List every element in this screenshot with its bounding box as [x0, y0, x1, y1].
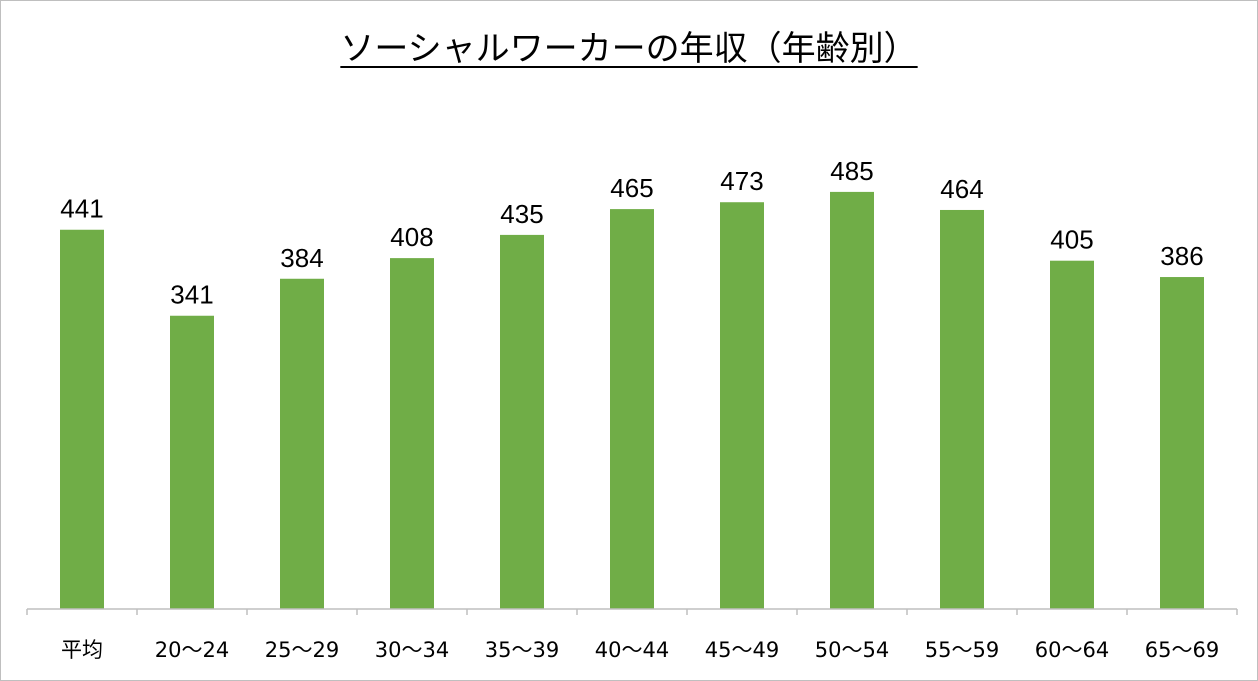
x-tick-label: 20〜24 [155, 638, 229, 662]
x-tick-label: 60〜64 [1035, 638, 1109, 662]
bars-group [60, 191, 1204, 610]
bar [390, 258, 434, 609]
x-axis [26, 608, 1238, 615]
x-tick-label: 50〜54 [815, 638, 889, 662]
x-tick-label: 35〜39 [485, 638, 559, 662]
data-label: 341 [170, 280, 213, 310]
bar [830, 191, 874, 609]
category-labels-group: 平均 20〜24 25〜29 30〜34 35〜39 40〜44 45〜49 50〜54 55〜… [61, 638, 1219, 662]
x-tick-label: 55〜59 [925, 638, 999, 662]
x-tick-label: 65〜69 [1145, 638, 1219, 662]
data-label: 473 [720, 166, 763, 196]
value-labels-group: 441 341 384 408 435 465 473 485 464 405 386 [60, 156, 1203, 310]
data-label: 405 [1050, 225, 1093, 255]
bar [940, 209, 984, 609]
chart-title-text: ソーシャルワーカーの年収（年齢別） [340, 29, 918, 69]
bar [1160, 277, 1204, 609]
data-label: 441 [60, 194, 103, 224]
bar [610, 209, 654, 609]
x-tick-label: 40〜44 [595, 638, 669, 662]
bar [170, 315, 214, 609]
data-label: 386 [1160, 241, 1203, 271]
chart-title: ソーシャルワーカーの年収（年齢別） [1, 21, 1257, 70]
bar [280, 278, 324, 609]
bar [60, 229, 104, 610]
x-tick-label: 45〜49 [705, 638, 779, 662]
data-label: 465 [610, 173, 653, 203]
data-label: 384 [280, 243, 323, 273]
x-tick-label: 平均 [61, 638, 103, 662]
x-tick-label: 25〜29 [265, 638, 339, 662]
bar [500, 234, 544, 609]
bar [1050, 260, 1094, 609]
data-label: 435 [500, 199, 543, 229]
bar [720, 202, 764, 609]
data-label: 408 [390, 222, 433, 252]
x-tick-label: 30〜34 [375, 638, 449, 662]
data-label: 464 [940, 174, 983, 204]
data-label: 485 [830, 156, 873, 186]
